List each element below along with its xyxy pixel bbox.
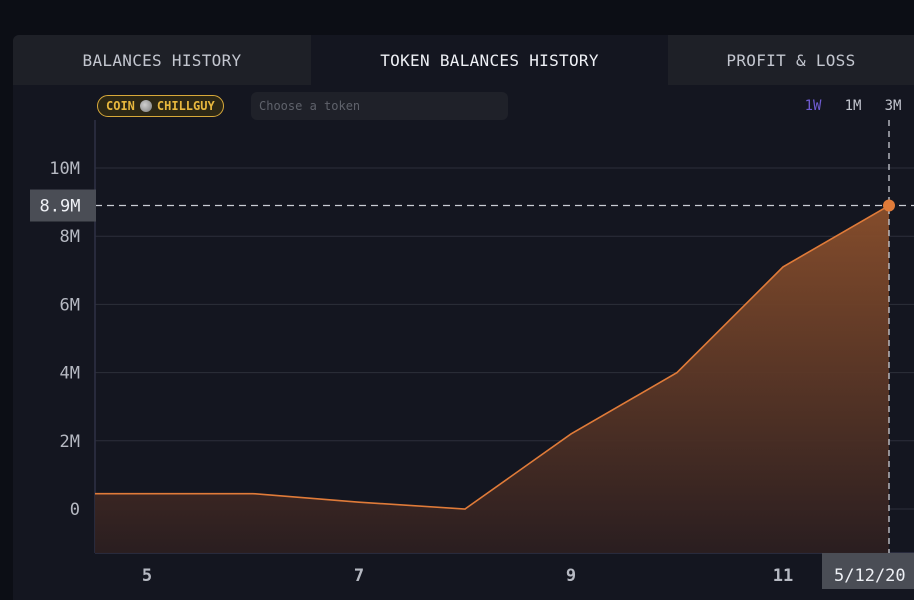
token-name: CHILLGUY [156,99,215,113]
highlighted-data-point[interactable] [883,199,895,212]
y-tick-labels: 0 2M 4M 6M 8M 10M [49,159,80,520]
x-tick-label: 9 [566,566,576,586]
token-search-input[interactable] [251,92,508,120]
tab-bar: BALANCES HISTORY TOKEN BALANCES HISTORY … [13,35,914,85]
coin-prefix: COIN [106,99,135,113]
y-tick-label: 0 [70,500,80,520]
y-tick-label: 4M [60,364,80,384]
y-tick-label: 2M [60,432,80,452]
y-tick-label: 8M [60,227,80,247]
crosshair-y-value: 8.9M [40,197,81,217]
crosshair-x-value: 5/12/20 [834,566,906,586]
tab-profit-loss[interactable]: PROFIT & LOSS [668,35,914,85]
x-tick-labels: 5 7 9 11 [142,566,793,586]
range-3m[interactable]: 3M [884,98,902,114]
y-tick-label: 10M [49,159,80,179]
x-tick-label: 5 [142,566,152,586]
x-tick-label: 7 [354,566,364,586]
tab-balances-history[interactable]: BALANCES HISTORY [13,35,311,85]
token-badge[interactable]: COIN CHILLGUY [97,95,224,117]
tab-token-balances-history[interactable]: TOKEN BALANCES HISTORY [311,35,668,85]
x-tick-label: 11 [773,566,793,586]
series-area [95,205,889,553]
series-line [95,204,890,510]
crosshair-y-badge: 8.9M [30,189,96,222]
crosshair-x-badge: 5/12/20 [822,553,914,589]
range-selector: 1W 1M 3M [793,98,913,114]
range-1m[interactable]: 1M [844,98,862,114]
chillguy-coin-icon [139,100,152,112]
range-1w[interactable]: 1W [804,98,822,114]
y-tick-label: 6M [60,295,80,315]
